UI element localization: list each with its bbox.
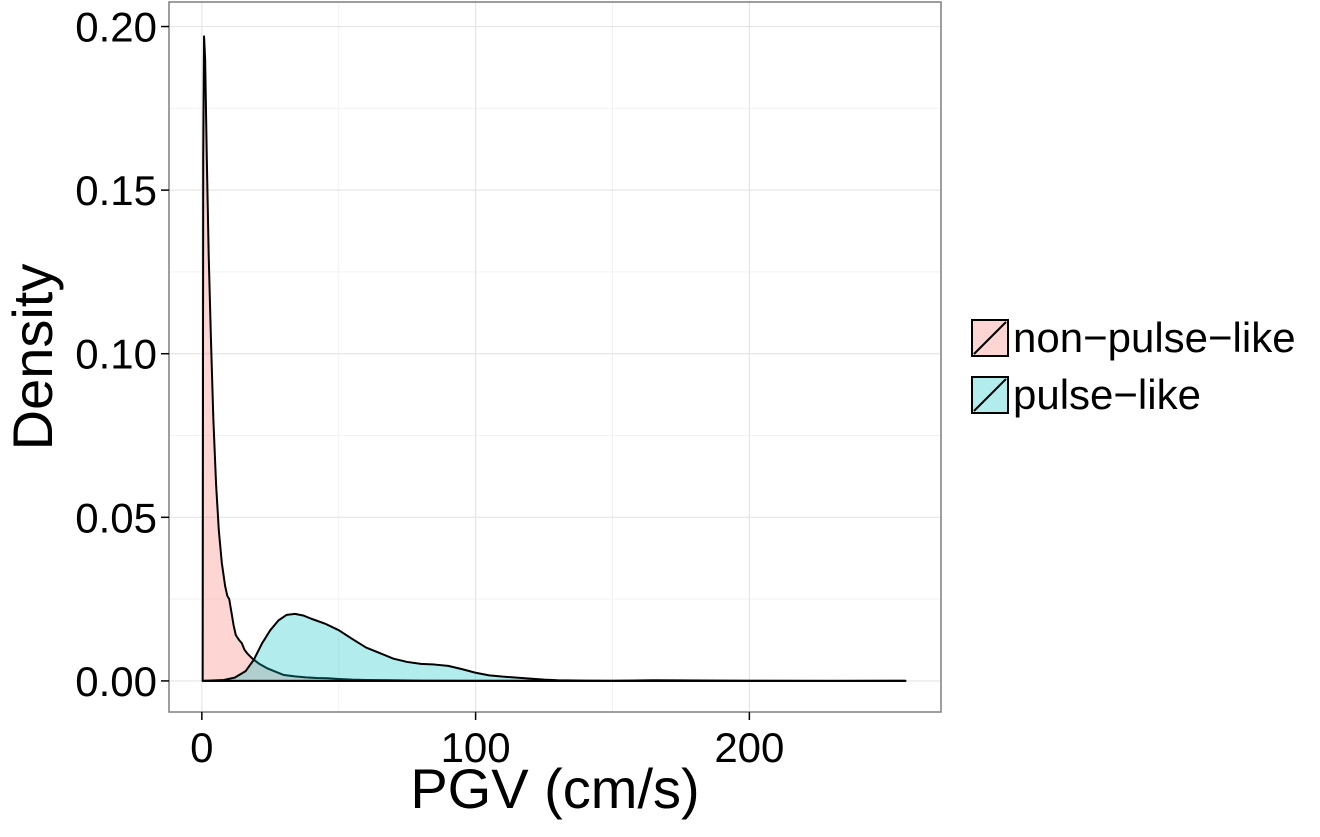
y-tick-label: 0.05 bbox=[75, 494, 157, 541]
density-area-pulse-like bbox=[201, 612, 907, 682]
y-tick-label: 0.10 bbox=[75, 331, 157, 378]
x-tick-label: 200 bbox=[714, 724, 784, 771]
x-axis: 0 100 200 bbox=[190, 712, 784, 771]
x-tick-label: 100 bbox=[441, 724, 511, 771]
plot-panel-border bbox=[168, 1, 942, 713]
y-tick-label: 0.15 bbox=[75, 167, 157, 214]
legend-label-pulse-like: pulse−like bbox=[1013, 371, 1201, 418]
legend: non−pulse−like pulse−like bbox=[971, 314, 1296, 418]
y-tick-label: 0.00 bbox=[75, 658, 157, 705]
minor-grid bbox=[169, 2, 941, 712]
y-tick-label: 0.20 bbox=[75, 4, 157, 51]
y-axis: 0.00 0.05 0.10 0.15 0.20 bbox=[75, 4, 169, 705]
legend-key-diagonal bbox=[973, 321, 1007, 355]
legend-label-non-pulse-like: non−pulse−like bbox=[1013, 314, 1296, 361]
x-tick-label: 0 bbox=[190, 724, 213, 771]
density-series bbox=[201, 35, 907, 682]
legend-key-diagonal bbox=[973, 378, 1007, 412]
y-axis-title: Density bbox=[1, 264, 64, 451]
x-axis-title: PGV (cm/s) bbox=[410, 757, 699, 820]
